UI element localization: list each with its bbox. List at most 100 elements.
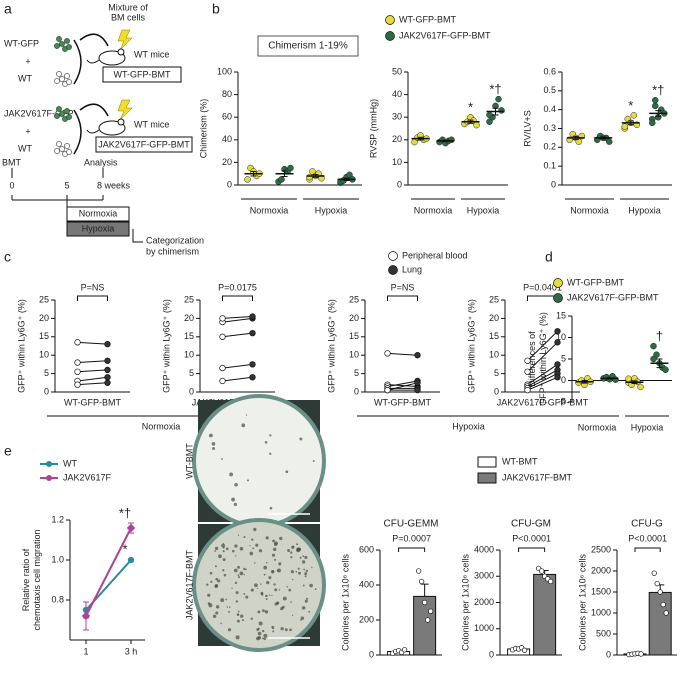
colony-dot bbox=[231, 549, 235, 553]
y-axis-label: RV/LV+S bbox=[522, 110, 532, 146]
data-point bbox=[104, 379, 111, 386]
y-tick-label: 30 bbox=[392, 112, 402, 122]
significance: * bbox=[628, 98, 633, 113]
petri-dish bbox=[192, 394, 326, 528]
data-point bbox=[575, 138, 582, 145]
data-point bbox=[219, 377, 226, 385]
colony-dot bbox=[265, 594, 268, 598]
pair-line bbox=[77, 382, 108, 386]
group-label: Hypoxia bbox=[628, 205, 661, 215]
chart-title: CFU-GEMM bbox=[384, 519, 439, 530]
data-point bbox=[278, 176, 285, 183]
note: Categorization bbox=[146, 235, 204, 245]
y-tick-label: 5 bbox=[561, 353, 566, 363]
bar bbox=[533, 573, 557, 656]
colony-dot bbox=[218, 554, 222, 559]
colony-dot bbox=[263, 573, 266, 576]
y-tick-label: 0 bbox=[489, 649, 494, 659]
p-bracket bbox=[634, 547, 661, 552]
colony-dot bbox=[250, 617, 253, 620]
colony-dot bbox=[234, 482, 238, 487]
colony-dot bbox=[262, 637, 264, 640]
pair-line bbox=[222, 376, 253, 382]
pair-line bbox=[222, 317, 253, 323]
significance: * bbox=[468, 100, 473, 115]
legend-swatch bbox=[46, 475, 52, 481]
colony-dot bbox=[256, 587, 259, 589]
group-label: Normoxia bbox=[570, 205, 609, 215]
colony-dot bbox=[228, 610, 230, 613]
mouse-icon bbox=[98, 50, 126, 66]
data-point bbox=[415, 568, 422, 574]
y-tick-label: 40 bbox=[222, 134, 232, 144]
injection-arrow bbox=[79, 103, 109, 117]
y-tick-label: 2000 bbox=[474, 597, 494, 607]
p-bracket bbox=[387, 295, 418, 301]
colony-dot bbox=[215, 611, 219, 615]
y-axis-label: Colonies per 1x10⁶ cells bbox=[577, 554, 587, 651]
schematic-label: BM cells bbox=[111, 12, 146, 22]
colony-dot bbox=[221, 543, 226, 548]
pair-line bbox=[222, 316, 253, 319]
pair-line bbox=[387, 352, 418, 356]
colony-dot bbox=[211, 442, 216, 446]
colony-dot bbox=[271, 625, 275, 629]
group-label: Normoxia bbox=[578, 422, 617, 432]
colony-dot bbox=[265, 536, 269, 540]
colony-dot bbox=[223, 573, 227, 577]
data-point bbox=[649, 119, 656, 127]
colony-dot bbox=[287, 549, 291, 553]
colony-dot bbox=[260, 583, 262, 585]
colony-dot bbox=[221, 458, 223, 460]
data-point bbox=[104, 374, 111, 381]
cell-icon bbox=[54, 78, 60, 84]
colony-dot bbox=[206, 583, 209, 586]
colony-dot bbox=[234, 581, 238, 585]
colony-dot bbox=[269, 434, 272, 437]
colony-dot bbox=[290, 570, 294, 574]
data-point bbox=[663, 610, 669, 616]
annotation-box bbox=[257, 35, 359, 57]
cell-icon bbox=[64, 73, 70, 79]
image-label: WT-BMT bbox=[184, 443, 194, 479]
colony-dot bbox=[210, 580, 213, 583]
y-tick-label: 15 bbox=[556, 310, 566, 320]
condition-label: Normoxia bbox=[79, 208, 118, 218]
condition-box bbox=[66, 221, 130, 237]
colony-dot bbox=[249, 551, 254, 556]
mouse-icon bbox=[98, 120, 126, 136]
colony-dot bbox=[263, 637, 266, 641]
y-tick-label: 15 bbox=[39, 331, 49, 341]
colony-dot bbox=[271, 570, 274, 573]
colony-dot bbox=[233, 502, 238, 507]
y-tick-label: 0 bbox=[606, 649, 611, 659]
colony-dot bbox=[271, 553, 276, 557]
colony-dot bbox=[260, 591, 264, 595]
chart-title: CFU-GM bbox=[511, 519, 551, 530]
colony-dot bbox=[263, 565, 268, 570]
cell-icon bbox=[56, 71, 62, 77]
colony-dot bbox=[284, 628, 288, 632]
data-point bbox=[638, 651, 644, 657]
colony-dot bbox=[220, 622, 222, 625]
colony-dot bbox=[245, 568, 247, 571]
colony-dot bbox=[314, 588, 317, 591]
colony-dot bbox=[311, 566, 313, 569]
colony-dot bbox=[256, 628, 260, 632]
pair-line bbox=[387, 384, 418, 387]
y-tick-label: 10 bbox=[392, 157, 402, 167]
colony-dot bbox=[278, 589, 281, 591]
colony-dot bbox=[278, 562, 282, 566]
legend-label: Peripheral blood bbox=[402, 250, 468, 260]
mouse-ear bbox=[117, 48, 125, 56]
x-axis-label: WT-GFP-BMT bbox=[64, 397, 121, 407]
colony-dot bbox=[264, 440, 268, 444]
cell-icon bbox=[66, 149, 72, 155]
data-point bbox=[606, 138, 613, 145]
colony-dot bbox=[290, 556, 293, 559]
data-point bbox=[127, 556, 135, 564]
colony-dot bbox=[241, 619, 245, 622]
data-point bbox=[104, 357, 111, 364]
data-point bbox=[424, 617, 431, 623]
data-point bbox=[384, 350, 391, 357]
